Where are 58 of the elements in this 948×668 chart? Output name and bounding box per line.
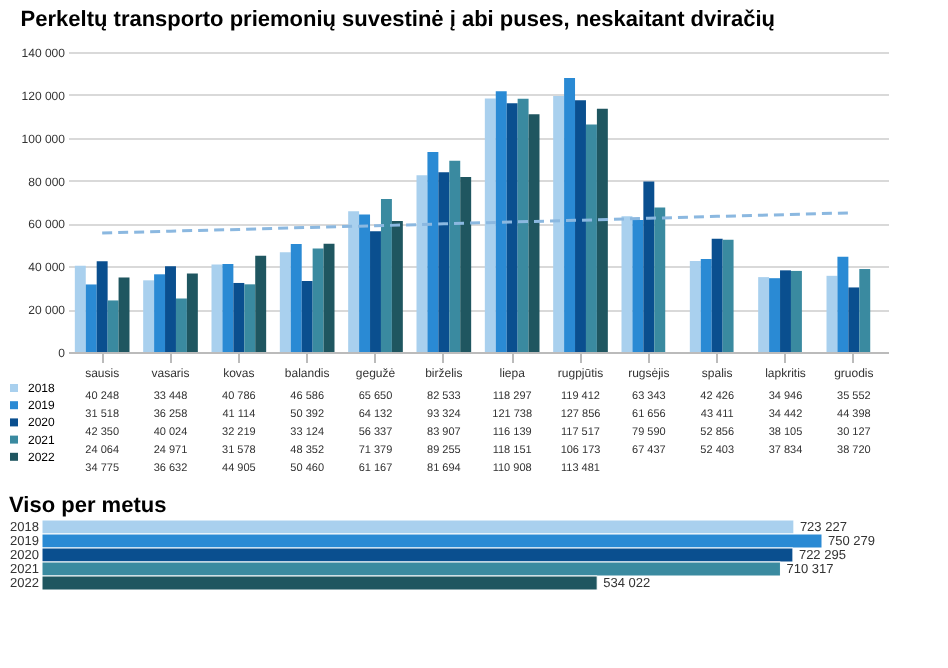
bar [222, 263, 234, 352]
bar [154, 274, 166, 352]
bar [438, 172, 450, 352]
bar [585, 124, 597, 352]
bar [449, 160, 461, 352]
chart-title: Perkeltų transporto priemonių suvestinė į abi puses, neskaitant dviračių [20, 8, 775, 32]
bar [460, 176, 472, 352]
bar [301, 281, 313, 352]
bar [517, 98, 529, 352]
bar [689, 261, 701, 352]
bar [416, 175, 428, 352]
bar [769, 278, 781, 352]
bar [596, 108, 608, 352]
bar [211, 264, 223, 352]
bar [564, 78, 576, 352]
bar [380, 199, 392, 352]
bar [290, 244, 302, 352]
bar [643, 181, 655, 352]
bar [700, 258, 712, 352]
bar [312, 248, 324, 352]
bar [528, 114, 540, 352]
bar [233, 282, 245, 352]
bar [575, 100, 586, 352]
bar [621, 216, 633, 352]
bar [632, 219, 644, 352]
bar [553, 96, 565, 352]
bar [118, 277, 130, 352]
bar [837, 256, 849, 352]
bar [279, 252, 291, 352]
bar [370, 231, 381, 352]
bar [175, 298, 187, 352]
bar [323, 243, 335, 352]
bar [255, 255, 267, 352]
bar [711, 238, 723, 352]
bar [780, 270, 791, 352]
bar [186, 273, 198, 352]
bar [506, 103, 518, 352]
bar [85, 284, 97, 352]
bar [391, 220, 403, 352]
bar [359, 214, 371, 352]
bar [654, 207, 666, 352]
bar [484, 98, 496, 352]
bar [244, 284, 256, 352]
bar [348, 211, 360, 352]
bar [107, 300, 119, 352]
bar [74, 265, 86, 352]
bar [859, 269, 871, 352]
bar [495, 91, 507, 352]
bar [165, 266, 176, 352]
bar [790, 270, 802, 352]
chart-title: Viso per metus [9, 493, 167, 518]
bar [96, 261, 108, 352]
bar [143, 280, 155, 352]
bar [758, 277, 770, 352]
bar [826, 275, 838, 352]
bar [427, 152, 439, 352]
bar [848, 287, 860, 352]
bar [722, 239, 734, 352]
